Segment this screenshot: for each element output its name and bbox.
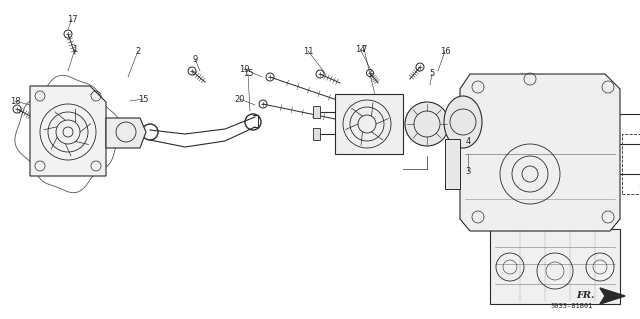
Text: 15: 15: [138, 94, 148, 103]
Text: 3: 3: [465, 167, 470, 175]
Ellipse shape: [444, 96, 482, 148]
Text: 17: 17: [67, 14, 77, 24]
Text: 15: 15: [243, 70, 253, 78]
Text: 20: 20: [235, 94, 245, 103]
Polygon shape: [600, 288, 625, 304]
Text: 18: 18: [10, 97, 20, 106]
Text: FR.: FR.: [577, 292, 595, 300]
Text: 4: 4: [465, 137, 470, 145]
Polygon shape: [490, 229, 620, 304]
Text: 19: 19: [239, 64, 249, 73]
Polygon shape: [313, 128, 320, 140]
Text: 2: 2: [136, 47, 141, 56]
Text: 14: 14: [355, 44, 365, 54]
Text: 5: 5: [429, 70, 435, 78]
Text: S033-81B01: S033-81B01: [551, 303, 593, 309]
Text: 1: 1: [72, 44, 77, 54]
Polygon shape: [445, 139, 460, 189]
Text: 9: 9: [193, 55, 198, 63]
Polygon shape: [30, 86, 106, 176]
Text: 16: 16: [440, 47, 451, 56]
Circle shape: [405, 102, 449, 146]
Polygon shape: [313, 106, 320, 118]
Text: 11: 11: [303, 47, 313, 56]
Polygon shape: [335, 94, 403, 154]
Text: 7: 7: [362, 44, 367, 54]
Polygon shape: [460, 74, 620, 231]
Polygon shape: [106, 118, 146, 148]
